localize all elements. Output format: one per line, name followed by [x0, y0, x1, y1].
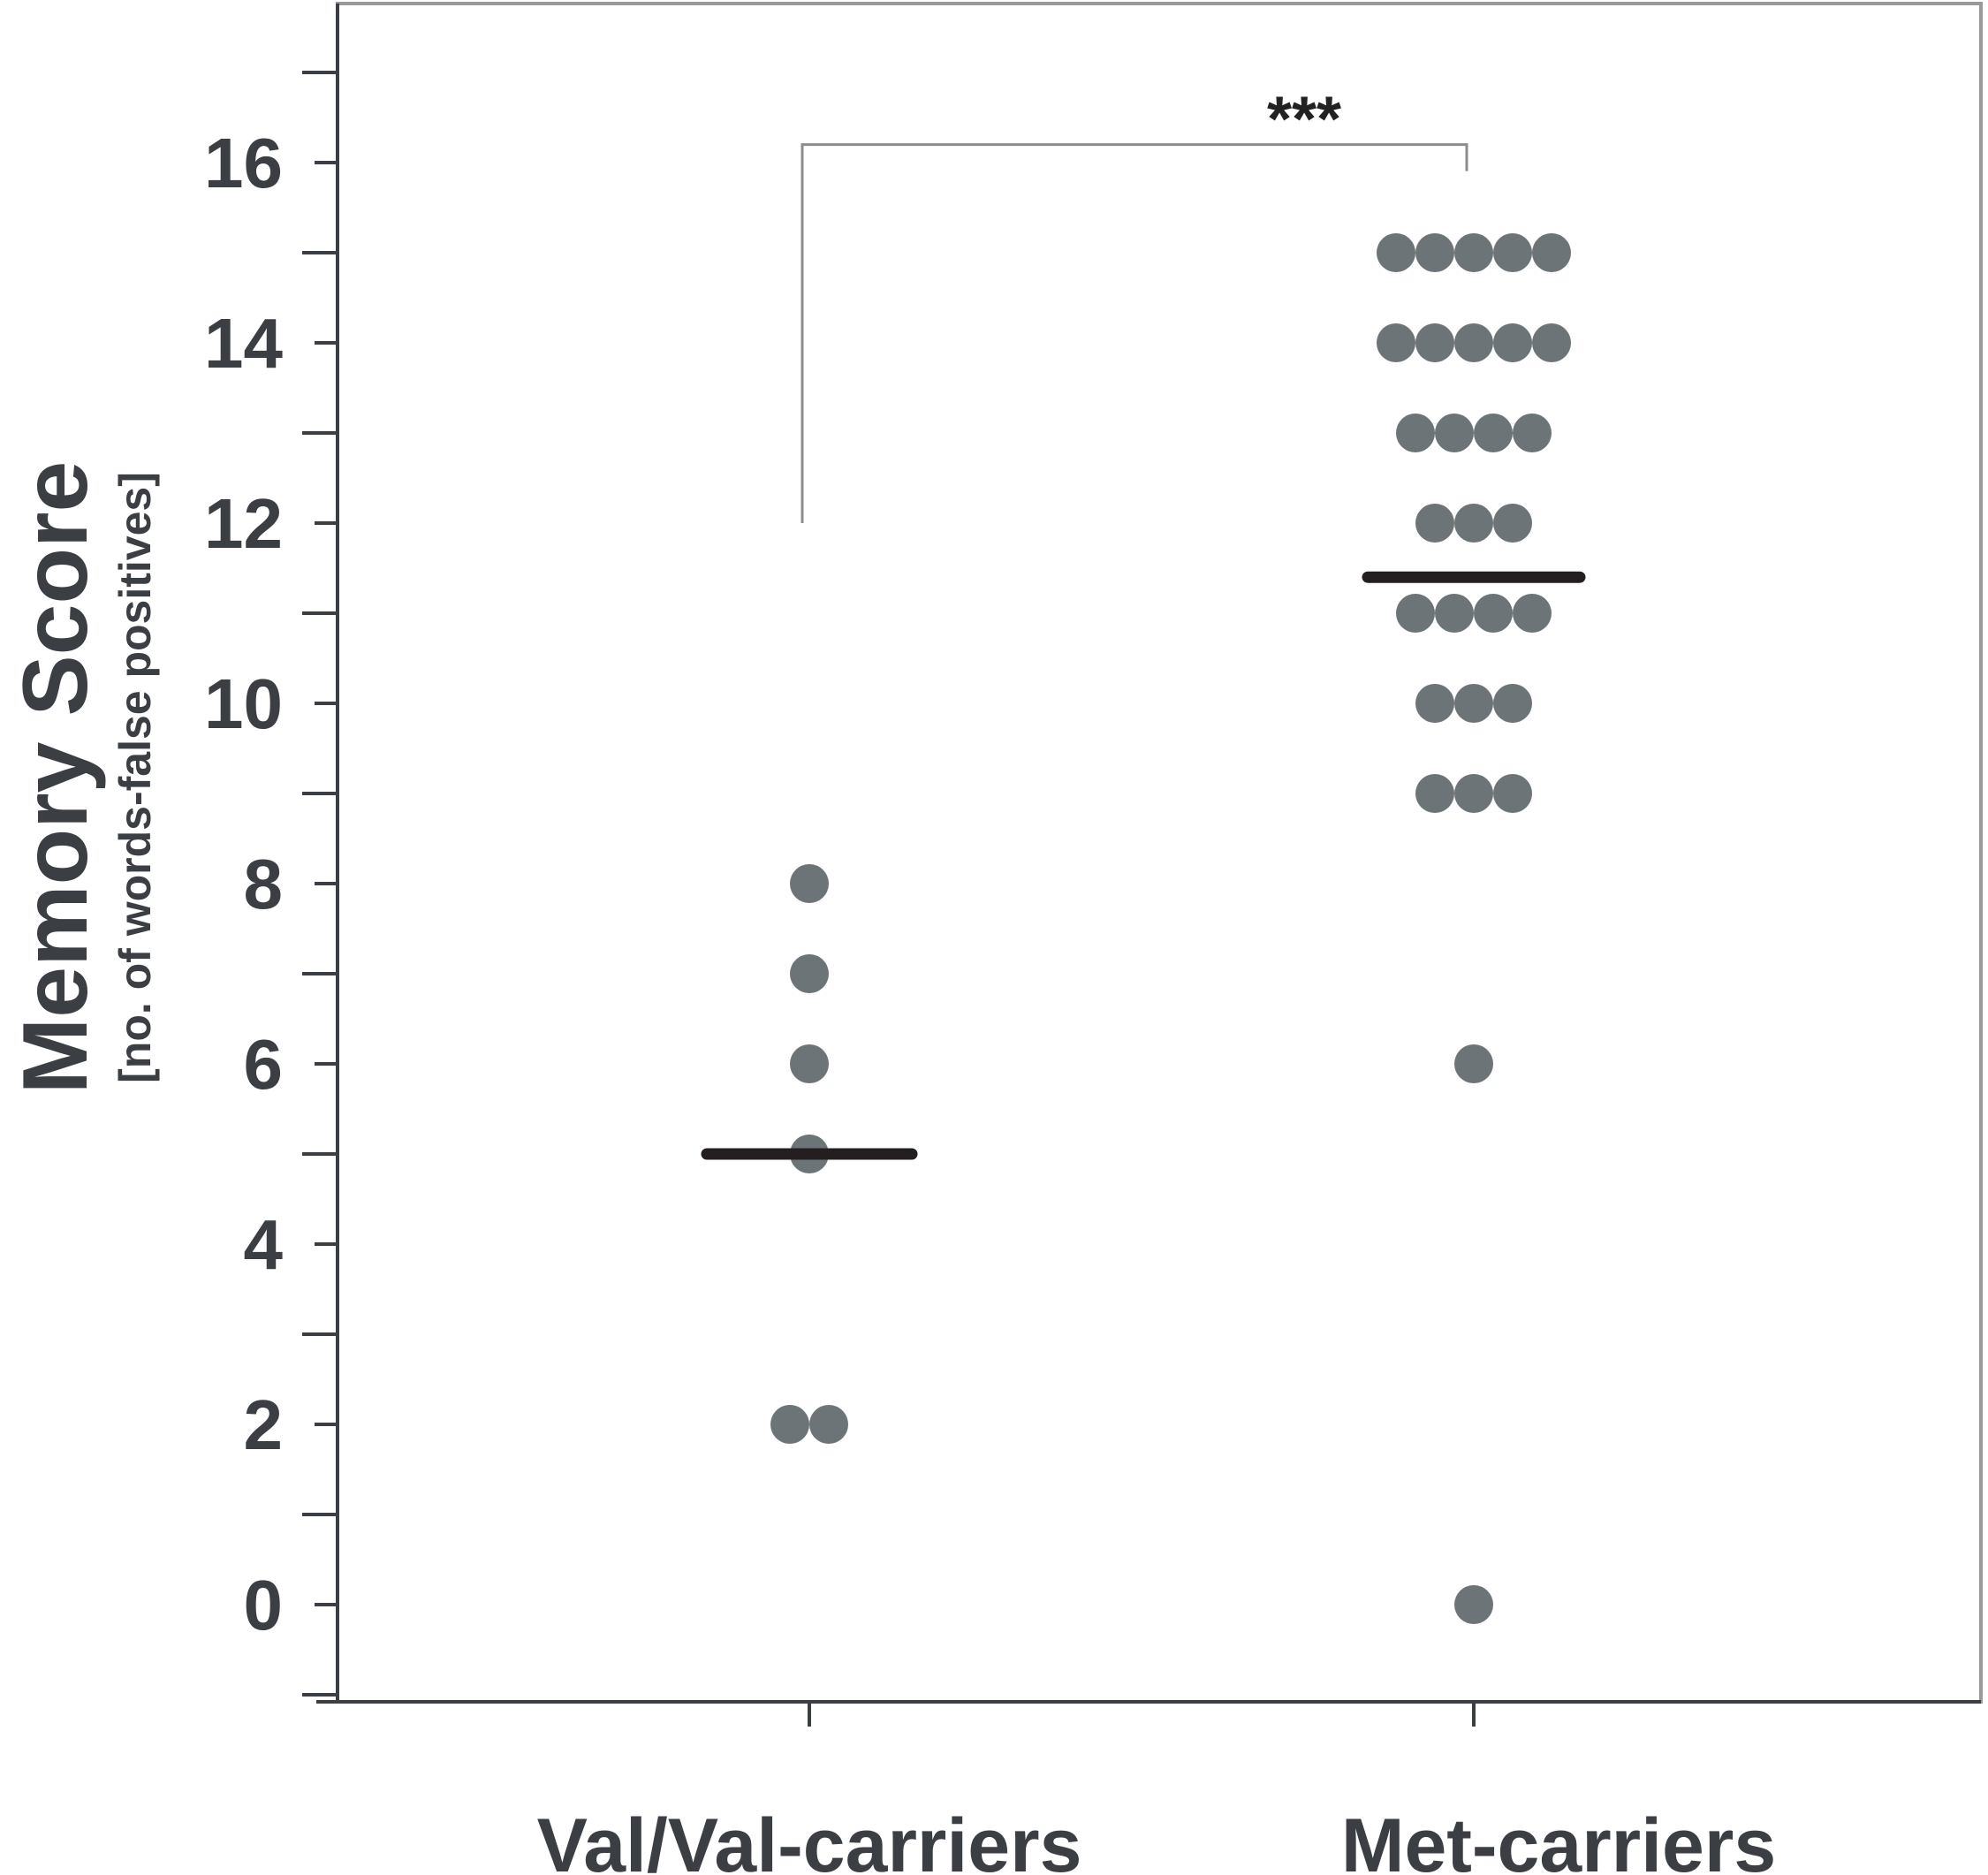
- y-tick-label: 8: [244, 845, 284, 923]
- y-tick-label: 12: [204, 484, 283, 563]
- data-point: [1377, 233, 1415, 272]
- data-point: [1493, 323, 1532, 362]
- y-tick-label: 0: [244, 1566, 284, 1644]
- data-point: [1532, 323, 1571, 362]
- data-point: [790, 864, 829, 903]
- data-points: [770, 233, 1571, 1624]
- bracket-line: [801, 143, 1468, 523]
- data-point: [1474, 594, 1513, 633]
- mean-lines: [701, 571, 1586, 1160]
- x-category-label: Val/Val-carriers: [537, 1803, 1082, 1875]
- data-point: [1435, 594, 1474, 633]
- data-point: [1454, 323, 1493, 362]
- data-point: [790, 1044, 829, 1083]
- data-point: [1415, 323, 1454, 362]
- data-point: [1396, 594, 1435, 633]
- data-point: [1415, 233, 1454, 272]
- data-point: [1415, 504, 1454, 543]
- data-point: [1493, 233, 1532, 272]
- data-point: [1513, 594, 1552, 633]
- data-point: [1474, 414, 1513, 452]
- data-point: [1513, 414, 1552, 452]
- plot-frame: [336, 2, 1983, 1704]
- data-point: [1415, 684, 1454, 723]
- x-axis-ticks: Val/Val-carriers Met-carriers: [537, 1702, 1776, 1875]
- data-point: [1454, 1585, 1493, 1624]
- y-axis-label: Memory Score [no. of words-false positiv…: [4, 461, 160, 1095]
- data-point: [1435, 414, 1474, 452]
- y-tick-label: 2: [244, 1385, 284, 1464]
- data-point: [1454, 1044, 1493, 1083]
- data-point: [1454, 684, 1493, 723]
- data-point: [1396, 414, 1435, 452]
- data-point: [1493, 774, 1532, 813]
- y-axis-subtitle: [no. of words-false positives]: [110, 472, 160, 1083]
- data-point: [1532, 233, 1571, 272]
- data-point: [1493, 684, 1532, 723]
- data-point: [770, 1405, 809, 1444]
- x-category-label: Met-carriers: [1341, 1803, 1776, 1875]
- y-tick-label: 14: [204, 304, 283, 383]
- significance-bracket: ***: [801, 85, 1468, 523]
- data-point: [1454, 774, 1493, 813]
- data-point: [1493, 504, 1532, 543]
- data-point: [1415, 774, 1454, 813]
- data-point: [1454, 233, 1493, 272]
- data-point: [1454, 504, 1493, 543]
- data-point: [809, 1405, 848, 1444]
- data-point: [1377, 323, 1415, 362]
- y-tick-label: 10: [204, 664, 283, 743]
- data-point: [790, 954, 829, 993]
- y-axis-title: Memory Score: [4, 461, 107, 1095]
- y-axis-ticks: 0 2 4 6 8 10 12 14 16: [204, 71, 338, 1697]
- y-tick-label: 16: [204, 124, 283, 202]
- y-tick-label: 6: [244, 1025, 284, 1104]
- y-tick-label: 4: [244, 1205, 284, 1284]
- significance-label: ***: [1267, 85, 1341, 156]
